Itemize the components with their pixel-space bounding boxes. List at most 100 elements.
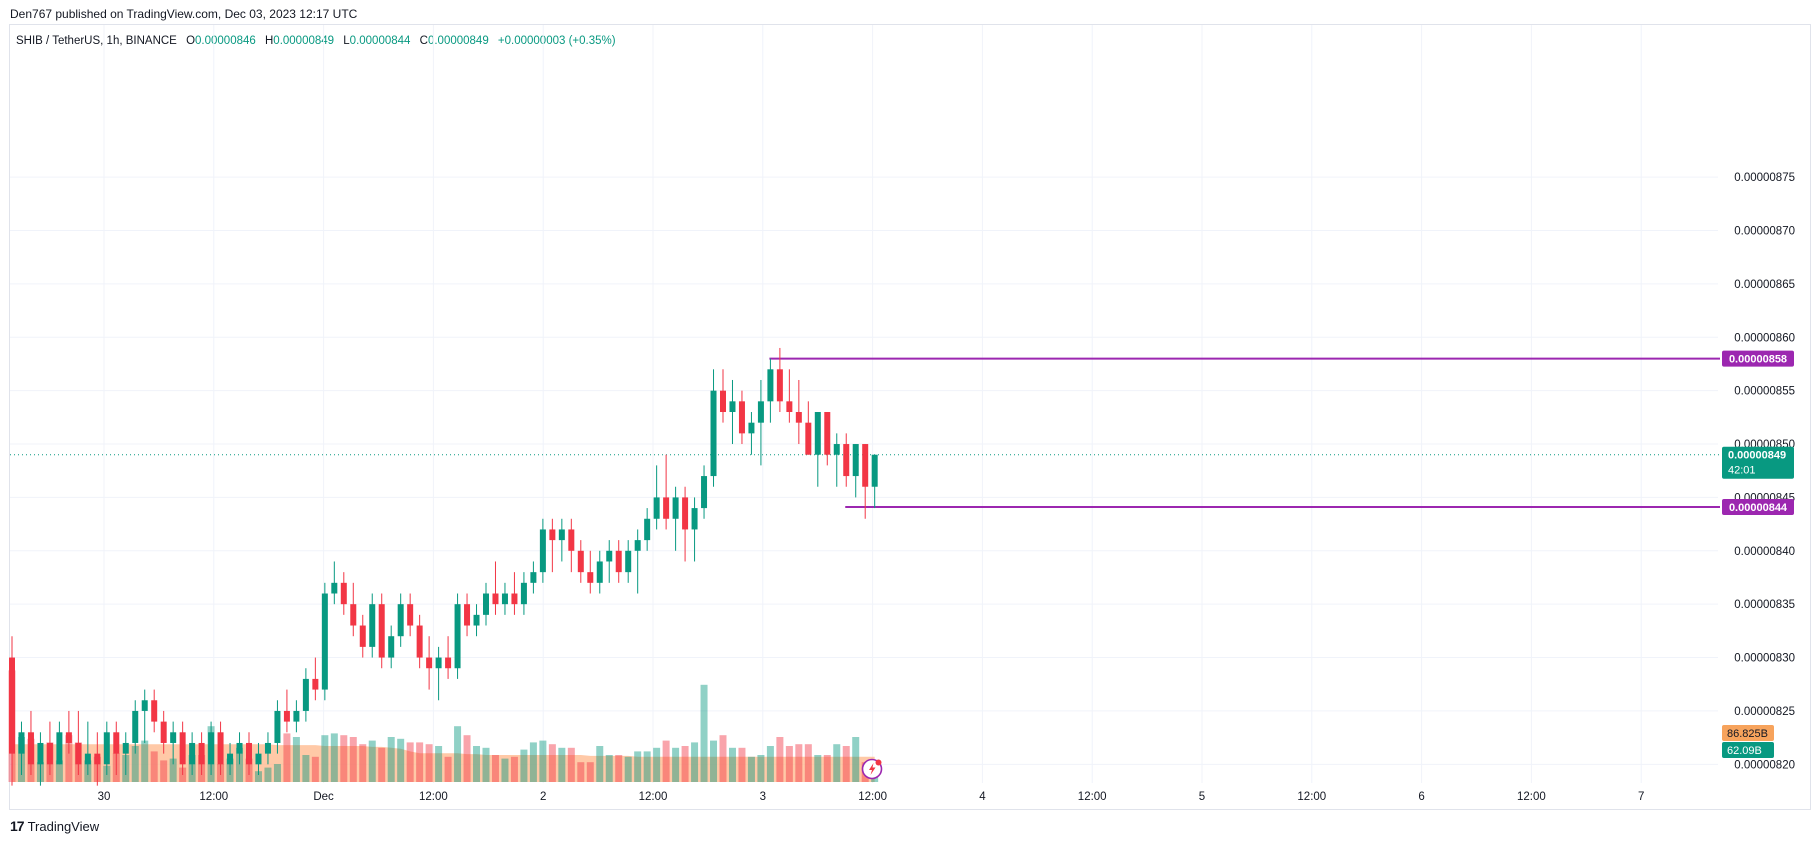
volume-bar bbox=[292, 737, 300, 782]
price-tick-label: 0.00000870 bbox=[1734, 226, 1795, 238]
candle-body bbox=[283, 710, 290, 722]
candle-body bbox=[530, 572, 537, 583]
volume-bar bbox=[833, 744, 841, 782]
volume-bar bbox=[672, 747, 680, 782]
candle-body bbox=[824, 412, 831, 455]
candle-body bbox=[520, 582, 527, 605]
candle-body bbox=[37, 742, 44, 765]
volume-bar bbox=[254, 771, 262, 782]
tradingview-branding[interactable]: 17 TradingView bbox=[10, 818, 99, 834]
candle-body bbox=[786, 401, 793, 413]
volume-bar bbox=[529, 742, 537, 782]
candle-body bbox=[833, 444, 840, 455]
candle-body bbox=[720, 390, 726, 413]
candle-body bbox=[84, 753, 91, 765]
candle-body bbox=[701, 476, 708, 509]
volume-bar bbox=[681, 746, 689, 782]
symbol-name[interactable]: SHIB / TetherUS, 1h, BINANCE bbox=[16, 35, 177, 47]
tradingview-name: TradingView bbox=[27, 818, 100, 834]
volume-bar bbox=[491, 755, 499, 782]
volume-bar bbox=[141, 740, 149, 782]
time-tick-label: 12:00 bbox=[199, 791, 228, 803]
high-value: 0.00000849 bbox=[273, 35, 335, 47]
volume-bar bbox=[273, 764, 281, 782]
candles bbox=[9, 347, 878, 786]
candle-body bbox=[65, 732, 72, 743]
volume-bar bbox=[311, 756, 319, 782]
candle-body bbox=[388, 636, 395, 658]
time-tick-label: 12:00 bbox=[639, 791, 668, 803]
volume-bar bbox=[482, 747, 490, 782]
volume-bar bbox=[473, 746, 481, 782]
open-label: O bbox=[186, 35, 196, 47]
candle-body bbox=[776, 369, 783, 402]
volume-bar bbox=[425, 744, 433, 782]
price-tick-label: 0.00000865 bbox=[1734, 279, 1795, 291]
candle-body bbox=[141, 700, 148, 711]
time-tick-label: 30 bbox=[98, 791, 111, 803]
volume-bar bbox=[785, 746, 793, 782]
symbol-legend: SHIB / TetherUS, 1h, BINANCE O0.00000846… bbox=[16, 35, 616, 47]
volume-bar bbox=[406, 742, 414, 782]
candle-body bbox=[160, 721, 167, 743]
time-tick-label: 12:00 bbox=[419, 791, 448, 803]
volume-bar bbox=[766, 746, 774, 782]
candle-body bbox=[852, 444, 859, 477]
volume-bar bbox=[567, 747, 575, 782]
candle-body bbox=[871, 454, 878, 487]
volume-bar bbox=[662, 740, 670, 782]
open-value: 0.00000846 bbox=[195, 35, 256, 47]
current-price-label: 0.00000849 bbox=[1728, 450, 1786, 462]
volume-bar bbox=[700, 684, 708, 782]
volume-last-label: 62.09B bbox=[1727, 745, 1762, 757]
close-label: C bbox=[419, 35, 428, 47]
candle-body bbox=[312, 678, 319, 690]
candle-body bbox=[18, 732, 25, 754]
volume-bar bbox=[776, 737, 784, 782]
price-tick-label: 0.00000840 bbox=[1734, 546, 1795, 558]
volume-bar bbox=[823, 755, 831, 782]
volume-bar bbox=[435, 746, 443, 782]
tradingview-logo-icon: 17 bbox=[10, 818, 25, 834]
low-value: 0.00000844 bbox=[349, 35, 411, 47]
candle-body bbox=[644, 518, 651, 541]
candle-body bbox=[397, 604, 404, 637]
candle-body bbox=[255, 753, 262, 765]
alert-icon[interactable] bbox=[861, 758, 883, 780]
volume-bar bbox=[596, 746, 604, 782]
candle-body bbox=[587, 572, 594, 583]
candle-body bbox=[198, 742, 205, 765]
time-axis: 30 12:00 Dec 12:00 2 12:00 3 12:00 4 12:00 5 12:00 6… bbox=[98, 791, 1645, 803]
candle-body bbox=[653, 497, 660, 519]
time-tick-label: 5 bbox=[1199, 791, 1205, 803]
candle-body bbox=[46, 742, 53, 765]
candle-body bbox=[445, 657, 452, 669]
candle-body bbox=[321, 593, 328, 690]
candle-body bbox=[435, 657, 442, 669]
candle-body bbox=[549, 529, 556, 541]
candle-body bbox=[634, 540, 641, 551]
volume-bar bbox=[691, 742, 699, 782]
volume-bar bbox=[510, 756, 518, 782]
volume-ma-badge bbox=[1722, 725, 1774, 741]
volume-bar bbox=[634, 751, 642, 782]
candle-body bbox=[340, 582, 347, 605]
candle-body bbox=[492, 593, 499, 605]
time-tick-label: 12:00 bbox=[858, 791, 887, 803]
candle-body bbox=[378, 604, 385, 658]
volume-bar bbox=[719, 735, 727, 782]
volume-bar bbox=[539, 740, 547, 782]
time-tick-label: 7 bbox=[1638, 791, 1644, 803]
volume-bar bbox=[520, 749, 528, 782]
high-label: H bbox=[264, 35, 274, 47]
volume-bar bbox=[236, 747, 244, 782]
candle-body bbox=[151, 700, 158, 722]
current-price-badge bbox=[1722, 446, 1794, 479]
volume-bar bbox=[387, 737, 395, 782]
volume-bar bbox=[397, 738, 405, 782]
candle-body bbox=[236, 742, 243, 754]
volume-bar bbox=[747, 756, 755, 782]
volume-bar bbox=[416, 742, 424, 782]
price-tick-label: 0.00000855 bbox=[1734, 386, 1795, 398]
